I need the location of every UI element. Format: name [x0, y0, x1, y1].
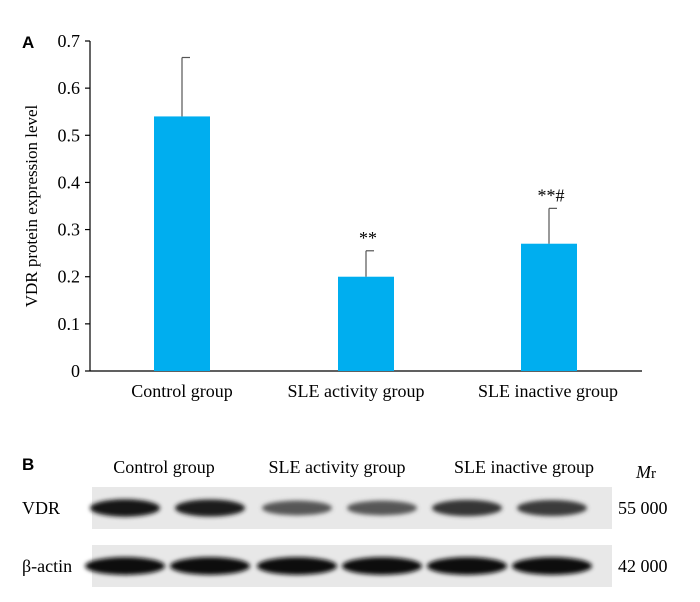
- y-axis-label: VDR protein expression level: [22, 104, 41, 307]
- y-tick-label: 0.1: [58, 314, 81, 334]
- y-tick-label: 0: [71, 361, 80, 381]
- bar: [154, 116, 210, 371]
- blot-band: [427, 557, 507, 575]
- blot-band: [90, 499, 160, 517]
- blot-column-label-control: Control group: [113, 457, 215, 477]
- blot-mr-value: 55 000: [618, 498, 668, 518]
- blot-column-label-sle-inactive: SLE inactive group: [454, 457, 594, 477]
- x-tick-label: SLE inactive group: [478, 381, 618, 401]
- y-tick-label: 0.4: [58, 172, 81, 192]
- blot-band: [432, 499, 502, 517]
- blot-column-label-sle-activity: SLE activity group: [269, 457, 406, 477]
- blot-band: [512, 557, 592, 575]
- significance-marker: **#: [538, 185, 565, 205]
- mr-header-r: r: [651, 466, 656, 482]
- bar: [521, 243, 577, 371]
- y-tick-label: 0.6: [58, 78, 81, 98]
- y-tick-label: 0.2: [58, 267, 81, 287]
- mr-header-m: M: [635, 462, 652, 482]
- panel-a-label: A: [22, 33, 34, 52]
- bar: [338, 276, 394, 371]
- blot-band: [175, 499, 245, 517]
- panel-b-western-blot: B Control group SLE activity group SLE i…: [22, 455, 668, 587]
- blot-band: [347, 500, 417, 516]
- bars: ** **#: [154, 56, 577, 371]
- panel-b-label: B: [22, 455, 34, 474]
- blot-band: [257, 557, 337, 575]
- blot-row-label: β-actin: [22, 556, 72, 576]
- blot-band: [170, 557, 250, 575]
- x-tick-label: Control group: [131, 381, 233, 401]
- blot-rows: VDR 55 000 β-actin 42 000: [22, 487, 668, 587]
- panel-a-bar-chart: A VDR protein expression level 0 0.1 0.2 0.…: [22, 31, 642, 401]
- x-axis: Control group SLE activity group SLE inact…: [90, 370, 642, 401]
- y-axis: 0 0.1 0.2 0.3 0.4 0.5 0.6 0.7: [58, 31, 91, 381]
- blot-row-label: VDR: [22, 498, 60, 518]
- blot-band: [517, 500, 587, 516]
- blot-mr-value: 42 000: [618, 556, 668, 576]
- blot-row: β-actin 42 000: [22, 545, 668, 587]
- mr-header: Mr: [635, 462, 656, 482]
- blot-band: [85, 557, 165, 575]
- y-tick-label: 0.5: [58, 125, 81, 145]
- x-tick-label: SLE activity group: [288, 381, 425, 401]
- blot-band: [342, 557, 422, 575]
- y-tick-label: 0.7: [58, 31, 81, 51]
- blot-band: [262, 500, 332, 516]
- blot-row: VDR 55 000: [22, 487, 668, 529]
- y-tick-label: 0.3: [58, 220, 81, 240]
- significance-marker: **: [359, 228, 377, 248]
